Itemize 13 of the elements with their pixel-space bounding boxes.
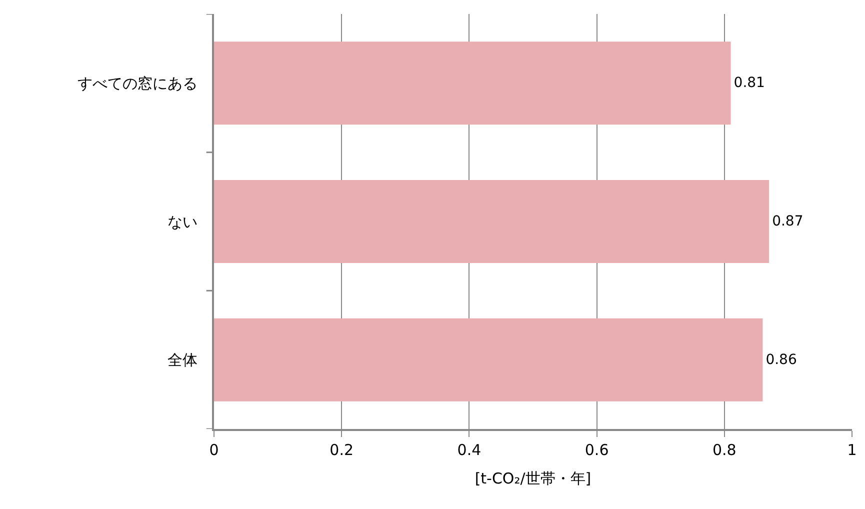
x-tick-label: 0.4 (457, 440, 482, 459)
x-tick-label: 0.6 (584, 440, 609, 459)
x-tick-label: 0.8 (712, 440, 736, 459)
y-tick-label: ない (167, 212, 198, 231)
x-tick-label: 1 (847, 440, 857, 459)
data-label: 0.87 (772, 214, 804, 230)
y-tick-label: 全体 (167, 351, 198, 370)
x-tick-label: 0 (209, 440, 219, 459)
x-tick-label: 0.2 (330, 440, 354, 459)
y-tick-label: すべての窓にある (77, 74, 198, 92)
data-label: 0.81 (734, 75, 765, 92)
x-axis-title: [t-CO₂/世帯・年] (474, 469, 592, 488)
data-label: 0.86 (766, 352, 797, 368)
